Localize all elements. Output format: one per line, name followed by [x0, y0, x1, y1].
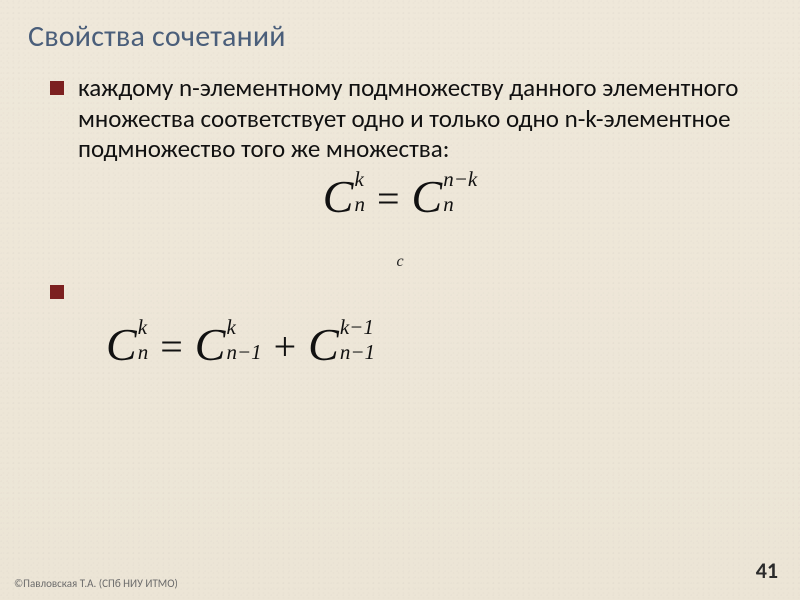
page-number: 41	[756, 557, 778, 584]
subscript: n−1	[340, 342, 375, 363]
formula-pascal: Ckn = Ckn−1 + Ck−1n−1	[50, 317, 770, 371]
subscript: n	[138, 342, 149, 363]
subsup: kn	[354, 169, 365, 215]
subsup: k−1n−1	[340, 317, 375, 363]
superscript: k	[226, 317, 261, 338]
symbol-C: C	[323, 171, 354, 222]
footer-copyright: ©Павловская Т.А. (СПб НИУ ИТМО)	[14, 577, 178, 590]
bullet-text-1: каждому n-элементному подмножеству данно…	[78, 73, 770, 165]
formula-symmetry: Ckn = Cn−kn	[30, 169, 770, 223]
symbol-C: C	[412, 171, 443, 222]
symbol-C: C	[195, 319, 226, 370]
bullet-marker-icon	[50, 285, 64, 299]
slide-title: Свойства сочетаний	[0, 0, 800, 59]
bullet-marker-icon	[50, 81, 64, 95]
subscript: n−1	[226, 342, 261, 363]
symbol-C: C	[308, 319, 339, 370]
subscript: n	[443, 194, 477, 215]
subscript: n	[354, 194, 365, 215]
plus-sign: +	[266, 324, 305, 369]
superscript: k	[138, 317, 149, 338]
superscript: k−1	[340, 317, 375, 338]
stray-symbol: c	[30, 253, 770, 271]
equals-sign: =	[369, 176, 408, 221]
superscript: n−k	[443, 169, 477, 190]
slide-content: каждому n-элементному подмножеству данно…	[0, 59, 800, 371]
bullet-item-2	[50, 277, 770, 299]
subsup: kn	[138, 317, 149, 363]
slide: Свойства сочетаний каждому n-элементному…	[0, 0, 800, 600]
math-expression: Ckn = Cn−kn	[323, 199, 477, 216]
subsup: n−k n	[443, 169, 477, 215]
subsup: k n−1	[226, 317, 261, 363]
bullet-item-1: каждому n-элементному подмножеству данно…	[50, 73, 770, 165]
superscript: k	[354, 169, 365, 190]
equals-sign: =	[152, 324, 191, 369]
math-expression: Ckn = Ckn−1 + Ck−1n−1	[106, 347, 375, 364]
symbol-C: C	[106, 319, 137, 370]
